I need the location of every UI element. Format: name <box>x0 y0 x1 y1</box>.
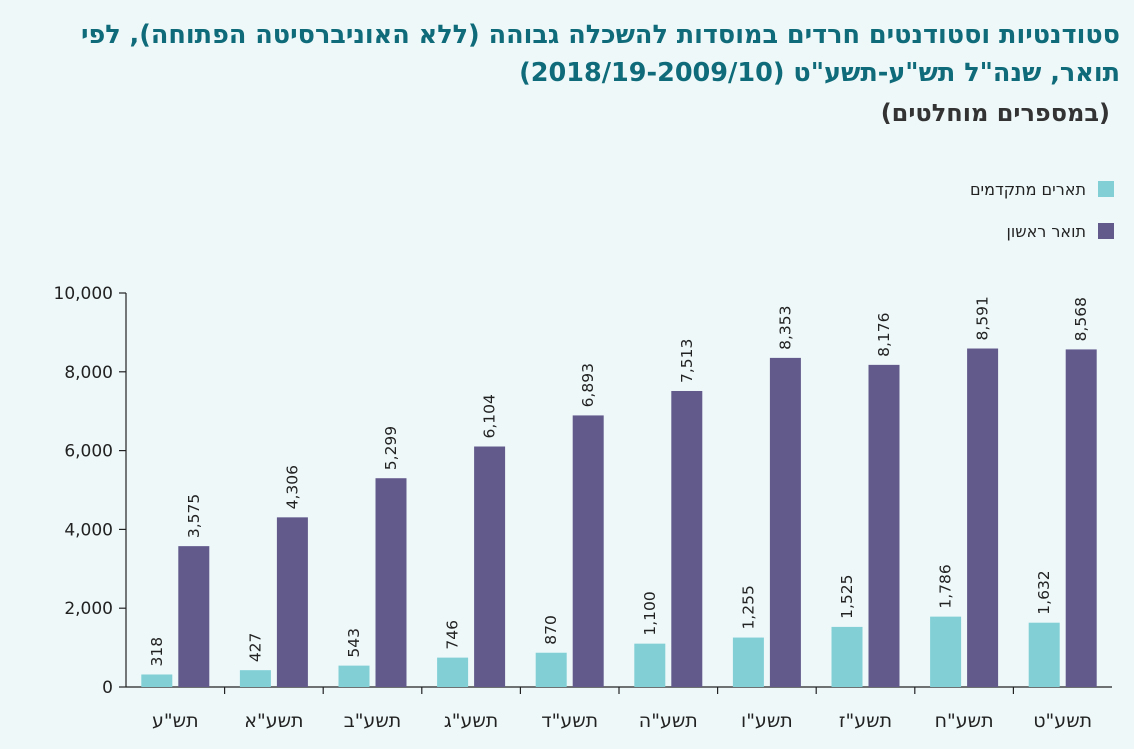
bar-first <box>276 517 308 687</box>
bar-advanced <box>535 652 567 687</box>
bar-advanced <box>732 637 764 687</box>
legend-swatch-advanced <box>1098 181 1114 197</box>
x-tick-label: תשע"ד <box>541 710 598 732</box>
x-tick-label: תשע"ז <box>839 710 892 732</box>
x-tick-label: תשע"א <box>244 710 303 732</box>
data-label-first: 7,513 <box>678 339 696 383</box>
legend-label-advanced: תארים מתקדמים <box>969 179 1086 199</box>
data-label-advanced: 1,786 <box>937 564 955 608</box>
y-tick-label: 8,000 <box>64 363 113 383</box>
data-label-first: 5,299 <box>382 426 400 470</box>
data-label-first: 8,176 <box>875 312 893 356</box>
legend-item-first: תואר ראשון <box>970 221 1114 241</box>
legend-swatch-first <box>1098 223 1114 239</box>
legend: תארים מתקדמים תואר ראשון <box>970 179 1114 263</box>
data-label-first: 6,893 <box>579 363 597 407</box>
chart-title: סטודנטיות וסטודנטים חרדים במוסדות להשכלה… <box>80 20 1120 88</box>
data-label-advanced: 1,525 <box>838 575 856 619</box>
data-label-advanced: 746 <box>444 620 462 650</box>
bar-first <box>868 364 900 687</box>
bar-advanced <box>239 670 271 687</box>
bar-advanced <box>1028 622 1060 687</box>
data-label-advanced: 1,255 <box>739 585 757 629</box>
bar-advanced <box>338 665 370 687</box>
y-tick-label: 10,000 <box>54 284 113 304</box>
data-label-first: 8,353 <box>776 306 794 350</box>
bar-advanced <box>930 616 962 687</box>
data-label-advanced: 427 <box>246 633 264 663</box>
bar-advanced <box>831 626 863 687</box>
x-tick-label: תשע"ה <box>639 710 698 732</box>
bar-first <box>1065 349 1097 687</box>
x-tick-label: תשע"ט <box>1033 710 1092 732</box>
bar-first <box>375 478 407 687</box>
data-label-advanced: 543 <box>345 628 363 658</box>
bar-advanced <box>634 643 666 687</box>
data-label-first: 6,104 <box>481 394 499 438</box>
bar-first <box>671 390 703 687</box>
data-label-advanced: 318 <box>148 637 166 667</box>
x-tick-label: תש"ע <box>152 710 199 732</box>
y-tick-label: 0 <box>102 678 113 698</box>
legend-item-advanced: תארים מתקדמים <box>970 179 1114 199</box>
x-tick-label: תשע"ג <box>444 710 498 732</box>
data-label-first: 8,591 <box>974 296 992 340</box>
bar-first <box>769 357 801 687</box>
bar-first <box>474 446 506 687</box>
chart-subtitle: (במספרים מוחלטים) <box>880 99 1110 127</box>
bar-advanced <box>141 674 173 687</box>
x-tick-label: תשע"ב <box>344 710 402 732</box>
data-label-advanced: 870 <box>542 615 560 645</box>
data-label-advanced: 1,632 <box>1035 570 1053 614</box>
bar-first <box>572 415 604 687</box>
x-tick-label: תשע"ו <box>741 710 793 732</box>
data-label-first: 3,575 <box>185 494 203 538</box>
y-tick-label: 2,000 <box>64 599 113 619</box>
bar-first <box>967 348 999 687</box>
data-label-advanced: 1,100 <box>641 591 659 635</box>
legend-label-first: תואר ראשון <box>1006 221 1086 241</box>
bar-advanced <box>437 657 469 687</box>
y-tick-label: 6,000 <box>64 442 113 462</box>
data-label-first: 8,568 <box>1072 297 1090 341</box>
x-tick-label: תשע"ח <box>935 710 994 732</box>
y-tick-label: 4,000 <box>64 520 113 540</box>
bar-first <box>178 546 210 687</box>
data-label-first: 4,306 <box>283 465 301 509</box>
